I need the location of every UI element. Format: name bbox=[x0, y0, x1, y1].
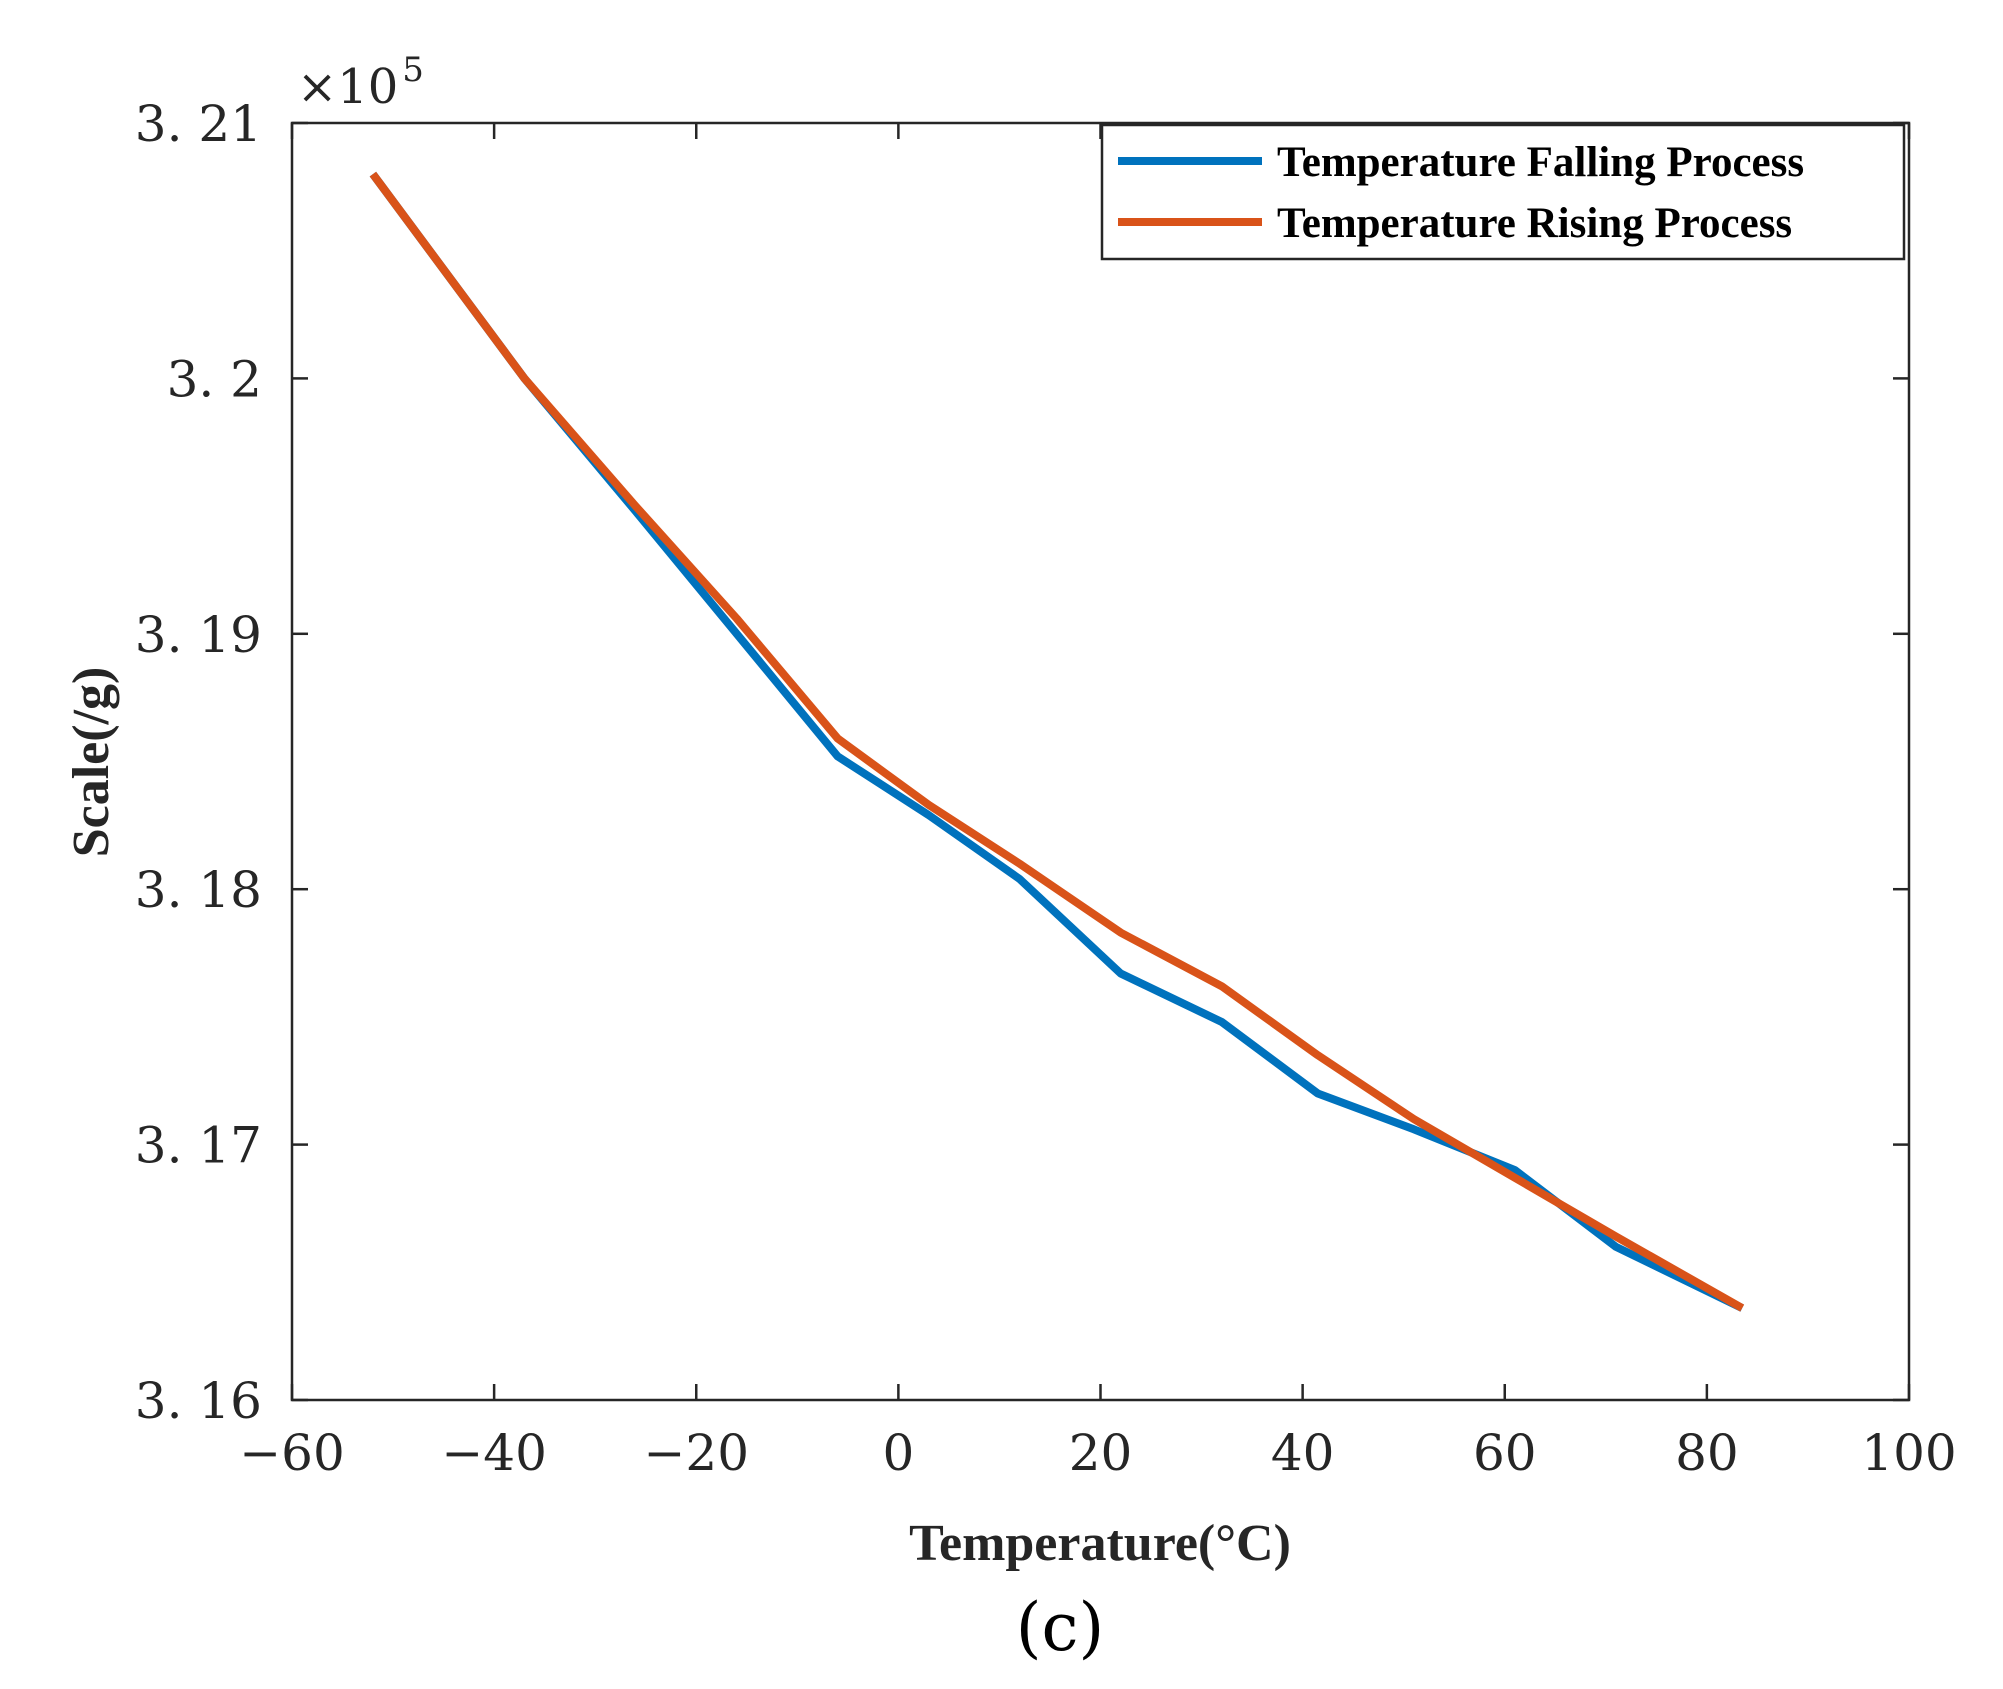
series-line-falling bbox=[369, 171, 1744, 1312]
y-tick-label: 3. 21 bbox=[135, 95, 262, 153]
y-tick-label: 3. 2 bbox=[167, 350, 262, 408]
x-tick-labels: −60 −40 −20 0 20 40 60 80 100 bbox=[239, 1424, 1956, 1482]
panel-label: (c) bbox=[1016, 1589, 1104, 1666]
y-tick-label: 3. 16 bbox=[135, 1372, 262, 1430]
y-axis-title: Scale(/g) bbox=[63, 667, 120, 858]
x-tick-label: −20 bbox=[643, 1424, 749, 1482]
legend: Temperature Falling Process Temperature … bbox=[1100, 123, 1906, 261]
legend-box bbox=[1100, 123, 1906, 261]
x-tick-label: 40 bbox=[1271, 1424, 1335, 1482]
legend-label-rising: Temperature Rising Process bbox=[1277, 200, 1792, 247]
x-tick-label: 20 bbox=[1069, 1424, 1133, 1482]
x-tick-label: 0 bbox=[882, 1424, 914, 1482]
y-exponent-base: ×10 bbox=[297, 59, 398, 115]
x-tick-label: −40 bbox=[441, 1424, 547, 1482]
y-tick-label: 3. 17 bbox=[135, 1117, 262, 1175]
plot-area bbox=[290, 121, 1911, 1402]
series-lines bbox=[369, 171, 1745, 1312]
series-line-rising bbox=[369, 171, 1745, 1312]
y-tick-labels: 3. 16 3. 17 3. 18 3. 19 3. 2 3. 21 bbox=[135, 95, 262, 1430]
y-exponent-power: 5 bbox=[402, 50, 424, 90]
y-exponent-label: ×10 5 bbox=[297, 50, 424, 115]
y-tick-label: 3. 18 bbox=[135, 861, 262, 919]
y-tick-label: 3. 19 bbox=[135, 606, 262, 664]
legend-label-falling: Temperature Falling Process bbox=[1277, 139, 1804, 186]
x-tick-label: 80 bbox=[1675, 1424, 1739, 1482]
x-tick-label: 100 bbox=[1861, 1424, 1956, 1482]
x-tick-label: −60 bbox=[239, 1424, 345, 1482]
x-tick-label: 60 bbox=[1473, 1424, 1537, 1482]
x-axis-title: Temperature(°C) bbox=[909, 1515, 1291, 1572]
